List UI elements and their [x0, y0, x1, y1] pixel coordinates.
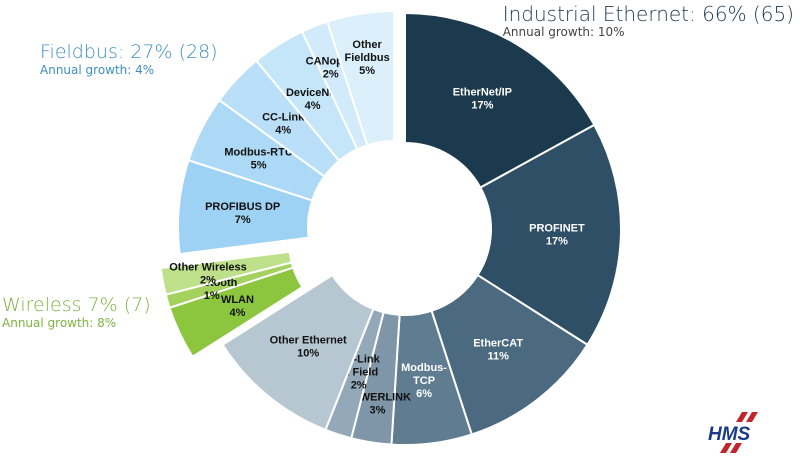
- fieldbus-growth: Annual growth: 4%: [40, 63, 155, 77]
- label-cc-link: CC-Link 4%: [262, 111, 305, 136]
- label-name: Other: [352, 39, 382, 51]
- label-profinet: PROFINET 17%: [529, 222, 585, 247]
- wireless-header: Wireless 7% (7) Annual growth: 8%: [2, 294, 151, 331]
- label-name: PROFIBUS DP: [205, 201, 280, 213]
- label-devicenet: DeviceNet 4%: [286, 87, 340, 112]
- wireless-growth: Annual growth: 8%: [2, 316, 117, 330]
- slice-other-ethernet: [221, 273, 375, 432]
- label-ethernet-ip: EtherNet/IP 17%: [453, 87, 512, 112]
- label-percent: 2%: [351, 380, 367, 392]
- slice-other-wireless: [159, 250, 293, 296]
- label-percent: 4%: [230, 307, 246, 319]
- logo-text: HMS: [708, 424, 751, 445]
- label-name: CC-Link: [262, 111, 305, 123]
- fieldbus-title: Fieldbus: 27% (28): [40, 41, 218, 63]
- segment-devicenet: DeviceNet 4%: [254, 30, 359, 163]
- label-wlan: WLAN 4%: [221, 294, 254, 319]
- wireless-title: Wireless 7% (7): [2, 294, 151, 316]
- label-other-fieldbus: Other Fieldbus 5%: [344, 39, 389, 77]
- label-name: TCP: [413, 375, 435, 387]
- label-modbus-rtu: Modbus-RTU 5%: [224, 146, 292, 171]
- label-name: EtherNet/IP: [453, 87, 512, 99]
- segment-other-fieldbus: Other Fieldbus 5%: [325, 9, 395, 147]
- label-profibus-dp: PROFIBUS DP 7%: [205, 201, 280, 226]
- label-name: DeviceNet: [286, 87, 340, 99]
- label-percent: 4%: [275, 124, 291, 136]
- label-name: Modbus-: [401, 362, 447, 374]
- industrial-ethernet-growth: Annual growth: 10%: [502, 25, 625, 39]
- logo-stripe-4: [730, 443, 742, 453]
- label-percent: 10%: [297, 348, 319, 360]
- label-modbus-tcp: Modbus-TCP 6%: [401, 362, 447, 400]
- industrial-ethernet-title: Industrial Ethernet: 66% (65): [502, 2, 794, 26]
- label-percent: 2%: [323, 69, 339, 81]
- segment-other-ethernet: Other Ethernet 10%: [221, 273, 375, 432]
- segment-other-wireless: Other Wireless 2%: [159, 250, 293, 296]
- label-other-ethernet: Other Ethernet 10%: [270, 335, 347, 360]
- label-percent: 7%: [235, 214, 251, 226]
- slice-ethercat: [430, 273, 589, 436]
- logo-stripe-3: [720, 443, 732, 453]
- hms-logo-icon: HMS: [708, 412, 758, 453]
- label-name: Fieldbus: [344, 52, 389, 64]
- slice-ethernet-ip: [404, 11, 596, 189]
- label-percent: 11%: [487, 351, 509, 363]
- label-percent: 3%: [370, 404, 386, 416]
- label-percent: 5%: [359, 65, 375, 77]
- segment-ethercat: EtherCAT 11%: [430, 273, 589, 436]
- label-percent: 17%: [546, 235, 568, 247]
- label-percent: 6%: [416, 388, 432, 400]
- logo-stripe-2: [746, 412, 758, 422]
- segment-modbus-tcp: Modbus-TCP 6%: [390, 309, 474, 446]
- label-name: Other Ethernet: [270, 335, 347, 347]
- label-percent: 4%: [305, 100, 321, 112]
- slice-other-fieldbus: [325, 9, 395, 147]
- label-name: PROFINET: [529, 222, 585, 234]
- label-percent: 5%: [251, 159, 267, 171]
- slice-profinet: [476, 123, 622, 347]
- label-percent: 2%: [200, 274, 216, 286]
- label-name: Modbus-RTU: [224, 146, 292, 158]
- label-name: EtherCAT: [473, 338, 523, 350]
- segment-cc-link: CC-Link 4%: [217, 59, 341, 178]
- label-ethercat: EtherCAT 11%: [473, 338, 523, 363]
- label-percent: 17%: [471, 100, 493, 112]
- label-percent: 1%: [204, 290, 220, 302]
- fieldbus-header: Fieldbus: 27% (28) Annual growth: 4%: [40, 41, 218, 78]
- logo-stripe-1: [736, 412, 748, 422]
- segment-wlan: WLAN 4%: [168, 266, 304, 359]
- label-other-wireless: Other Wireless 2%: [169, 261, 247, 286]
- segment-profinet: PROFINET 17%: [476, 123, 622, 347]
- label-name: WLAN: [221, 294, 254, 306]
- segment-ethernet-ip: EtherNet/IP 17%: [404, 11, 596, 189]
- industrial-ethernet-header: Industrial Ethernet: 66% (65) Annual gro…: [503, 4, 794, 39]
- label-name: Other Wireless: [169, 261, 247, 273]
